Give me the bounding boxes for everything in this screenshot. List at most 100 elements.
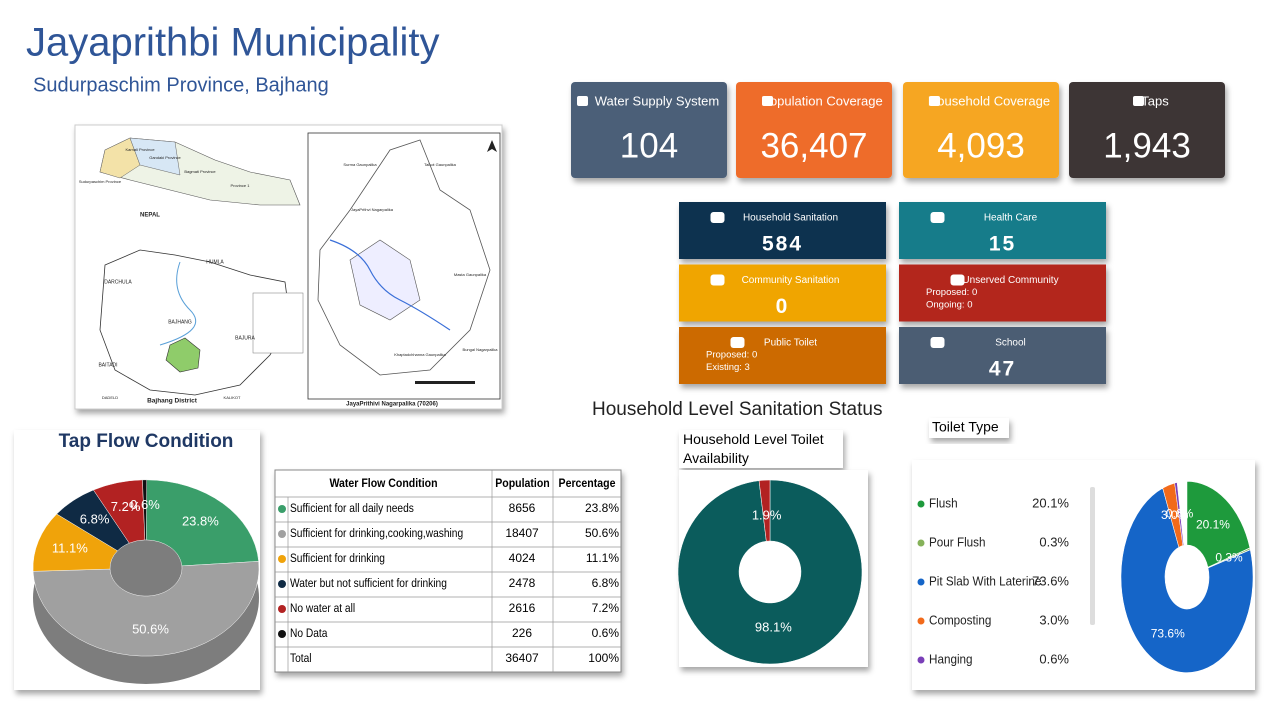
facility-label: Household Sanitation	[743, 213, 838, 224]
legend-dot	[278, 530, 286, 538]
kpi-value: 104	[620, 126, 678, 165]
map-label: NEPAL	[140, 213, 160, 219]
facility-icon	[710, 274, 725, 286]
table-cell: 2478	[509, 576, 536, 590]
table-cell: 7.2%	[592, 601, 620, 615]
map-label: Surma Gaunpalika	[343, 162, 377, 167]
slice-label: 0.3%	[1215, 550, 1243, 564]
pie-slice	[1120, 487, 1254, 674]
chart-title: Tap Flow Condition	[59, 431, 234, 452]
legend-dot	[917, 617, 925, 625]
map-label: KALIKOT	[224, 395, 241, 400]
pie-slice	[32, 561, 260, 657]
table-header: Population	[495, 478, 550, 491]
north-arrow	[487, 140, 497, 152]
province	[129, 137, 181, 176]
map-label: Karnali Province	[125, 147, 155, 152]
slice-label: 0.6%	[1166, 506, 1194, 520]
slice-label: 50.6%	[132, 622, 169, 637]
facility-label: Public Toilet	[764, 338, 817, 349]
slice-label: 3.0%	[1161, 508, 1189, 522]
facility-value: 0	[776, 295, 790, 318]
province	[99, 137, 141, 179]
highlight-area	[165, 337, 201, 373]
facility-value: 584	[762, 233, 803, 256]
legend-dot	[278, 505, 286, 513]
legend-value: 3.0%	[1039, 612, 1069, 627]
facility-detail: Ongoing: 0	[926, 300, 972, 311]
boundary	[349, 239, 421, 321]
pie-slice	[1174, 481, 1184, 547]
table-cell: 11.1%	[586, 551, 619, 565]
label-box	[679, 430, 843, 468]
facility-label: Unserved Community	[962, 275, 1058, 286]
map-label: Sudurpaschim Province	[79, 179, 122, 184]
slice-label: 0.6%	[130, 497, 160, 512]
boundary	[317, 139, 491, 376]
facility-value: 15	[989, 233, 1016, 256]
page-title: Jayaprithbi Municipality	[26, 21, 440, 65]
kpi-card	[571, 82, 727, 178]
table-cell: Sufficient for drinking	[290, 552, 385, 565]
facility-detail: Existing: 3	[706, 362, 750, 373]
facility-detail: Proposed: 0	[926, 287, 977, 298]
facility-icon	[710, 212, 725, 223]
facility-card	[679, 264, 886, 322]
table-cell: 2616	[509, 601, 536, 615]
table-cell: 100%	[588, 651, 619, 665]
slice-label: 6.8%	[80, 512, 110, 527]
legend-dot	[917, 539, 925, 547]
legend-value: 73.6%	[1032, 573, 1069, 588]
map-label: Bagmati Province	[184, 169, 216, 174]
map-label: Gandaki Province	[149, 155, 181, 160]
map-label: Masta Gaunpalika	[454, 272, 487, 277]
river	[329, 239, 451, 331]
table-cell: 0.6%	[592, 626, 620, 640]
facility-icon	[950, 274, 965, 286]
map-label: BAITADI	[98, 362, 117, 368]
legend-dot	[278, 555, 286, 563]
river	[159, 261, 197, 346]
slice-label: 98.1%	[755, 619, 792, 634]
table-cell: 8656	[509, 501, 536, 515]
facility-icon	[930, 337, 945, 348]
map-label: DARCHULA	[104, 279, 132, 285]
map-label: Khaptadchhanna Gaunpalika	[394, 352, 446, 357]
map-label: BAJURA	[235, 335, 255, 341]
scale-bar	[415, 381, 475, 384]
legend-dot	[917, 656, 925, 664]
table-cell: No water at all	[290, 602, 355, 615]
table-cell: Sufficient for drinking,cooking,washing	[290, 527, 463, 540]
pie-slice	[145, 479, 259, 567]
kpi-icon	[929, 96, 940, 106]
kpi-label: Water Supply System	[595, 93, 720, 108]
slice-label: 73.6%	[1151, 627, 1185, 641]
slice-label: 23.8%	[182, 514, 219, 529]
map-label: Bungal Nagarpalika	[463, 347, 499, 352]
page-subtitle: Sudurpaschim Province, Bajhang	[33, 74, 329, 96]
scrollbar	[1090, 487, 1095, 625]
facility-icon	[730, 337, 745, 348]
kpi-label: Household Coverage	[928, 93, 1050, 108]
table-frame	[274, 469, 622, 673]
kpi-card	[1069, 82, 1225, 178]
map-label: JayaPrithivi Nagarpalika (70206)	[346, 402, 438, 408]
map-label: Bajhang District	[147, 398, 198, 405]
facility-card	[679, 202, 886, 259]
facility-value: 47	[989, 358, 1016, 381]
legend-label: Pour Flush	[929, 535, 986, 550]
legend-label: Composting	[929, 613, 992, 628]
pie-slice	[142, 479, 147, 541]
map-label: DADELD	[102, 395, 118, 400]
pie-group	[32, 479, 260, 657]
section-title: Household Level Sanitation Status	[592, 399, 882, 420]
map-label: JayaPrithvi Nagarpalika	[351, 207, 394, 212]
facility-detail: Proposed: 0	[706, 350, 757, 361]
table-cell: 18407	[505, 526, 539, 540]
table-cell: 6.8%	[592, 576, 620, 590]
chart-title: Household Level Toilet Availability	[683, 431, 824, 466]
pie-slice	[677, 479, 863, 665]
facility-label: Health Care	[984, 213, 1038, 224]
legend-dot	[917, 578, 925, 586]
